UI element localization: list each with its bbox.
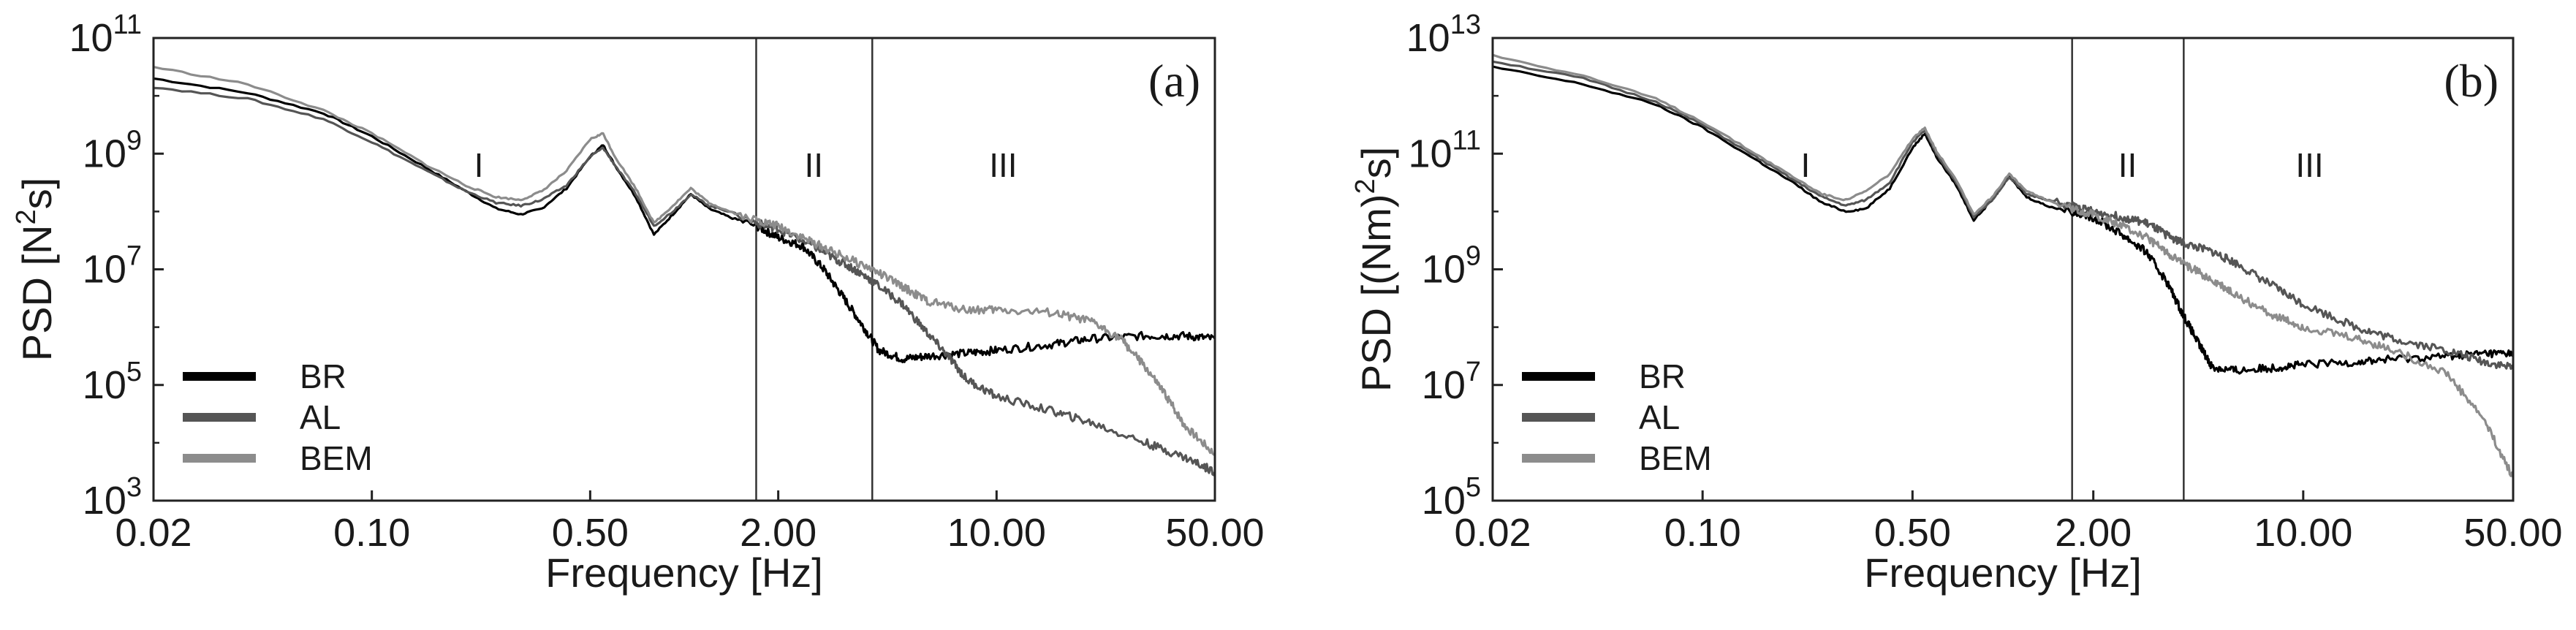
x-tick-label: 0.02 — [1454, 511, 1531, 555]
legend-label: BR — [300, 357, 346, 395]
y-tick-label: 107 — [1422, 357, 1481, 407]
x-tick-label: 50.00 — [2463, 511, 2562, 555]
x-tick-label: 0.02 — [115, 511, 192, 555]
x-tick-label: 2.00 — [740, 511, 817, 555]
y-tick-label: 1013 — [1406, 10, 1481, 60]
x-tick-label: 0.50 — [1874, 511, 1951, 555]
y-tick-label: 1011 — [69, 10, 142, 60]
x-tick-label: 0.10 — [1664, 511, 1741, 555]
region-label: I — [474, 146, 484, 184]
y-tick-label: 103 — [83, 472, 142, 523]
legend-label: AL — [1639, 398, 1680, 436]
x-tick-label: 0.50 — [552, 511, 629, 555]
series-line-al — [153, 86, 1216, 477]
y-tick-label: 1011 — [1408, 125, 1481, 175]
x-axis-label: Frequency [Hz] — [1864, 550, 2142, 596]
y-tick-label: 107 — [83, 241, 142, 292]
series-line-al — [1492, 60, 2515, 371]
legend-label: BR — [1639, 357, 1686, 395]
series-line-bem — [153, 65, 1216, 456]
panel-label: (a) — [1148, 55, 1200, 107]
region-label: II — [2118, 146, 2137, 184]
y-tick-label: 109 — [1422, 241, 1481, 292]
series-line-bem — [1492, 53, 2515, 478]
legend-label: BEM — [300, 439, 373, 477]
panel-label: (b) — [2444, 55, 2499, 107]
region-label: I — [1800, 146, 1810, 184]
region-label: III — [989, 146, 1017, 184]
x-tick-label: 0.10 — [333, 511, 410, 555]
series-line-br — [1492, 65, 2515, 375]
x-tick-label: 2.00 — [2055, 511, 2132, 555]
y-tick-label: 109 — [83, 125, 142, 175]
x-tick-label: 10.00 — [947, 511, 1046, 555]
y-axis-label: PSD [N2s] — [11, 178, 60, 361]
region-label: III — [2295, 146, 2323, 184]
x-tick-label: 50.00 — [1165, 511, 1264, 555]
region-label: II — [805, 146, 824, 184]
x-tick-label: 10.00 — [2254, 511, 2352, 555]
y-tick-label: 105 — [1422, 472, 1481, 523]
y-axis-label: PSD [(Nm)2s] — [1350, 147, 1399, 392]
legend-label: AL — [300, 398, 341, 436]
x-axis-label: Frequency [Hz] — [545, 550, 823, 596]
y-tick-label: 105 — [83, 357, 142, 407]
legend-label: BEM — [1639, 439, 1712, 477]
